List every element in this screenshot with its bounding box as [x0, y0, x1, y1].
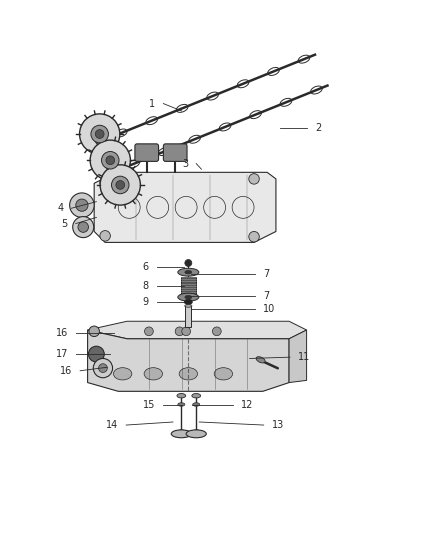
FancyBboxPatch shape: [135, 144, 159, 161]
Ellipse shape: [178, 403, 185, 406]
Text: 8: 8: [143, 281, 149, 291]
Polygon shape: [289, 330, 307, 383]
Text: 7: 7: [263, 291, 269, 301]
Text: 3: 3: [182, 159, 188, 168]
Circle shape: [212, 327, 221, 336]
Text: 16: 16: [56, 328, 68, 338]
Text: 12: 12: [241, 400, 253, 410]
Circle shape: [106, 156, 115, 165]
Text: 16: 16: [60, 366, 72, 376]
Ellipse shape: [193, 403, 200, 406]
Text: 5: 5: [62, 219, 68, 229]
Circle shape: [116, 181, 125, 189]
Text: 15: 15: [143, 400, 155, 410]
Circle shape: [89, 326, 99, 336]
Ellipse shape: [177, 393, 186, 398]
Text: 7: 7: [263, 269, 269, 279]
Ellipse shape: [144, 368, 162, 380]
Circle shape: [100, 165, 141, 205]
Ellipse shape: [192, 393, 201, 398]
Ellipse shape: [178, 268, 199, 276]
Circle shape: [88, 346, 104, 362]
Ellipse shape: [178, 293, 199, 301]
Text: 11: 11: [298, 352, 310, 362]
Circle shape: [73, 216, 94, 238]
Ellipse shape: [256, 357, 265, 363]
Ellipse shape: [113, 368, 132, 380]
Circle shape: [175, 327, 184, 336]
Ellipse shape: [171, 430, 191, 438]
Ellipse shape: [185, 295, 192, 299]
Circle shape: [80, 114, 120, 154]
Text: 9: 9: [143, 296, 149, 306]
Circle shape: [78, 222, 88, 232]
Text: 14: 14: [106, 420, 118, 430]
Ellipse shape: [214, 368, 233, 380]
Text: 4: 4: [57, 203, 64, 213]
Ellipse shape: [184, 300, 192, 304]
Circle shape: [90, 140, 131, 180]
Ellipse shape: [185, 304, 192, 307]
Bar: [181, 277, 196, 295]
Circle shape: [70, 193, 94, 217]
Ellipse shape: [179, 368, 198, 380]
Ellipse shape: [185, 270, 192, 274]
Circle shape: [249, 231, 259, 242]
Circle shape: [100, 231, 110, 241]
FancyBboxPatch shape: [163, 144, 187, 161]
Circle shape: [91, 125, 109, 143]
Circle shape: [249, 174, 259, 184]
Circle shape: [185, 260, 192, 266]
Circle shape: [95, 130, 104, 139]
Circle shape: [99, 364, 107, 373]
Text: 6: 6: [143, 262, 149, 271]
Circle shape: [112, 176, 129, 193]
Text: 10: 10: [263, 304, 275, 314]
Text: 13: 13: [272, 420, 284, 430]
Text: 2: 2: [315, 123, 321, 133]
Text: 1: 1: [149, 99, 155, 109]
Polygon shape: [88, 330, 289, 391]
Polygon shape: [88, 321, 307, 339]
Circle shape: [182, 327, 191, 336]
Text: 17: 17: [56, 349, 68, 359]
Circle shape: [76, 199, 88, 211]
Polygon shape: [94, 172, 276, 243]
Bar: [185, 306, 191, 327]
Circle shape: [145, 327, 153, 336]
Circle shape: [102, 151, 119, 169]
Circle shape: [100, 177, 110, 188]
Circle shape: [93, 359, 113, 378]
Ellipse shape: [186, 430, 206, 438]
